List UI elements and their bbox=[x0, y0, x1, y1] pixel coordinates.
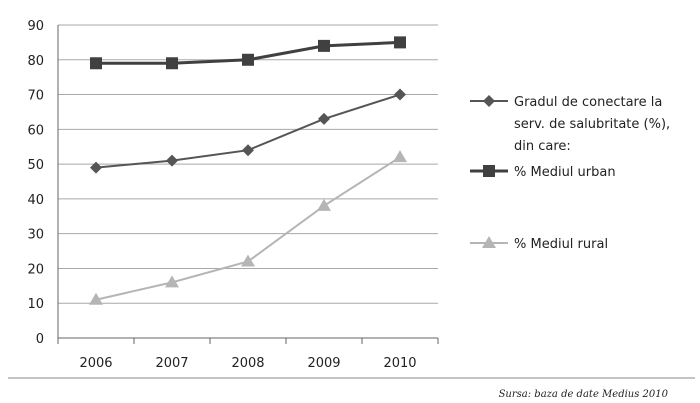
data-point-square bbox=[394, 36, 406, 49]
data-point-square bbox=[242, 53, 254, 66]
data-point-square bbox=[166, 57, 178, 70]
data-point-diamond bbox=[242, 144, 254, 157]
y-tick-label: 30 bbox=[27, 228, 44, 243]
legend: Gradul de conectare la serv. de salubrita… bbox=[470, 95, 670, 252]
x-axis: 2006 2007 2008 2009 2010 bbox=[57, 337, 439, 371]
legend-label: % Mediul rural bbox=[514, 237, 608, 252]
y-tick-label: 50 bbox=[27, 158, 44, 173]
data-point-triangle bbox=[89, 292, 103, 305]
legend-marker-triangle bbox=[482, 236, 496, 248]
data-point-triangle bbox=[393, 150, 407, 163]
series-line-1 bbox=[95, 93, 401, 169]
data-point-triangle bbox=[165, 275, 179, 288]
series-line-3 bbox=[95, 156, 401, 301]
y-tick-label: 10 bbox=[27, 297, 44, 312]
x-tick-label: 2010 bbox=[383, 356, 416, 371]
x-tick-label: 2007 bbox=[155, 356, 188, 371]
data-point-triangle bbox=[317, 198, 331, 211]
x-tick-label: 2006 bbox=[79, 356, 112, 371]
legend-marker-diamond bbox=[483, 95, 495, 107]
series-group bbox=[89, 36, 407, 305]
data-point-diamond bbox=[394, 88, 406, 101]
y-tick-label: 0 bbox=[36, 332, 44, 347]
legend-marker-square bbox=[483, 165, 495, 177]
y-tick-label: 90 bbox=[27, 19, 44, 34]
data-point-square bbox=[90, 57, 102, 70]
data-point-triangle bbox=[241, 254, 255, 267]
legend-label: din care: bbox=[514, 139, 571, 154]
x-tick-label: 2008 bbox=[231, 356, 264, 371]
data-point-diamond bbox=[318, 112, 330, 125]
source-note: Sursa: baza de date Medius 2010 bbox=[499, 389, 669, 400]
y-tick-label: 20 bbox=[27, 262, 44, 277]
y-tick-label: 40 bbox=[27, 193, 44, 208]
data-point-square bbox=[318, 39, 330, 52]
legend-label: Gradul de conectare la bbox=[514, 95, 662, 110]
legend-label: serv. de salubritate (%), bbox=[514, 117, 670, 132]
x-tick-label: 2009 bbox=[307, 356, 340, 371]
data-point-diamond bbox=[166, 154, 178, 167]
data-point-diamond bbox=[90, 161, 102, 174]
grid-lines bbox=[58, 24, 438, 304]
legend-label: % Mediul urban bbox=[514, 165, 616, 180]
y-tick-label: 70 bbox=[27, 89, 44, 104]
y-axis: 0 10 20 30 40 50 60 70 80 90 bbox=[27, 19, 59, 347]
y-tick-label: 80 bbox=[27, 54, 44, 69]
y-tick-label: 60 bbox=[27, 123, 44, 138]
